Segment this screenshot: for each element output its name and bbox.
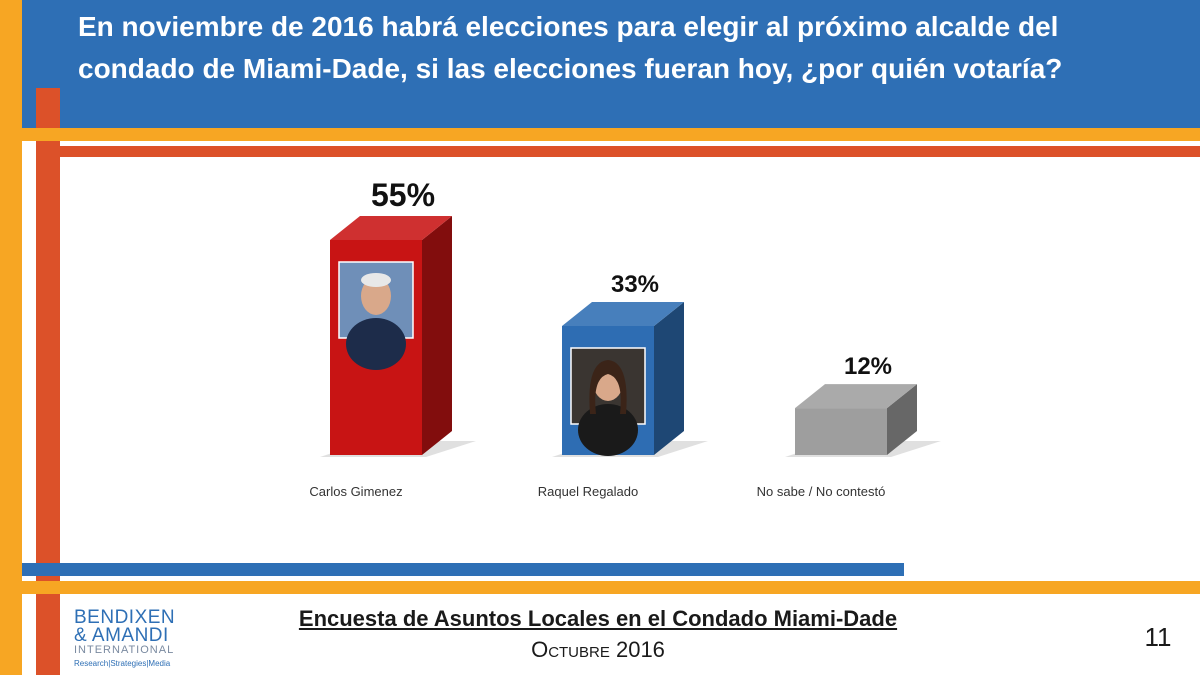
decorative-stripe-top-orange (0, 128, 1200, 141)
bar-top-raquel-regalado (562, 302, 684, 326)
decorative-stripe-top-red (40, 146, 1200, 157)
category-label-raquel-regalado: Raquel Regalado (538, 484, 638, 499)
value-label-raquel-regalado: 33% (611, 271, 659, 298)
logo-line-3: INTERNATIONAL (74, 644, 175, 656)
logo-tagline: Research|Strategies|Media (74, 659, 171, 668)
category-label-carlos-gimenez: Carlos Gimenez (309, 484, 402, 499)
page-title: En noviembre de 2016 habrá elecciones pa… (78, 11, 1063, 84)
bar-side-raquel-regalado (654, 302, 684, 455)
footer-title: Encuesta de Asuntos Locales en el Condad… (298, 606, 898, 631)
bar-top-carlos-gimenez (330, 216, 452, 240)
footer-subtitle: Octubre 2016 (531, 637, 665, 662)
company-logo: BENDIXEN & AMANDI INTERNATIONAL Research… (74, 607, 184, 671)
logo-line-1: BENDIXEN (74, 607, 176, 628)
bar-front-no-sabe-no-contest (795, 408, 887, 455)
category-label-no-sabe-no-contest: No sabe / No contestó (757, 484, 886, 499)
candidate-photo-raquel-regalado (570, 347, 646, 456)
logo-line-2: & AMANDI (74, 625, 169, 646)
decorative-stripe-bottom-orange (22, 581, 1200, 594)
bar-side-carlos-gimenez (422, 216, 452, 455)
decorative-stripe-bottom-blue (22, 563, 904, 576)
page-number: 11 (1144, 622, 1172, 652)
decorative-stripe-left-red (36, 88, 60, 675)
bar-top-no-sabe-no-contest (795, 384, 917, 409)
value-label-carlos-gimenez: 55% (371, 177, 435, 213)
bar-side-no-sabe-no-contest (887, 384, 917, 455)
decorative-stripe-left-orange (0, 0, 22, 675)
candidate-photo-carlos-gimenez (338, 261, 414, 370)
value-label-no-sabe-no-contest: 12% (844, 353, 892, 380)
bar-chart: 55% Carlos Gimenez 33% Raquel Regalado 12% No… (309, 177, 941, 499)
header-banner (0, 0, 1200, 128)
